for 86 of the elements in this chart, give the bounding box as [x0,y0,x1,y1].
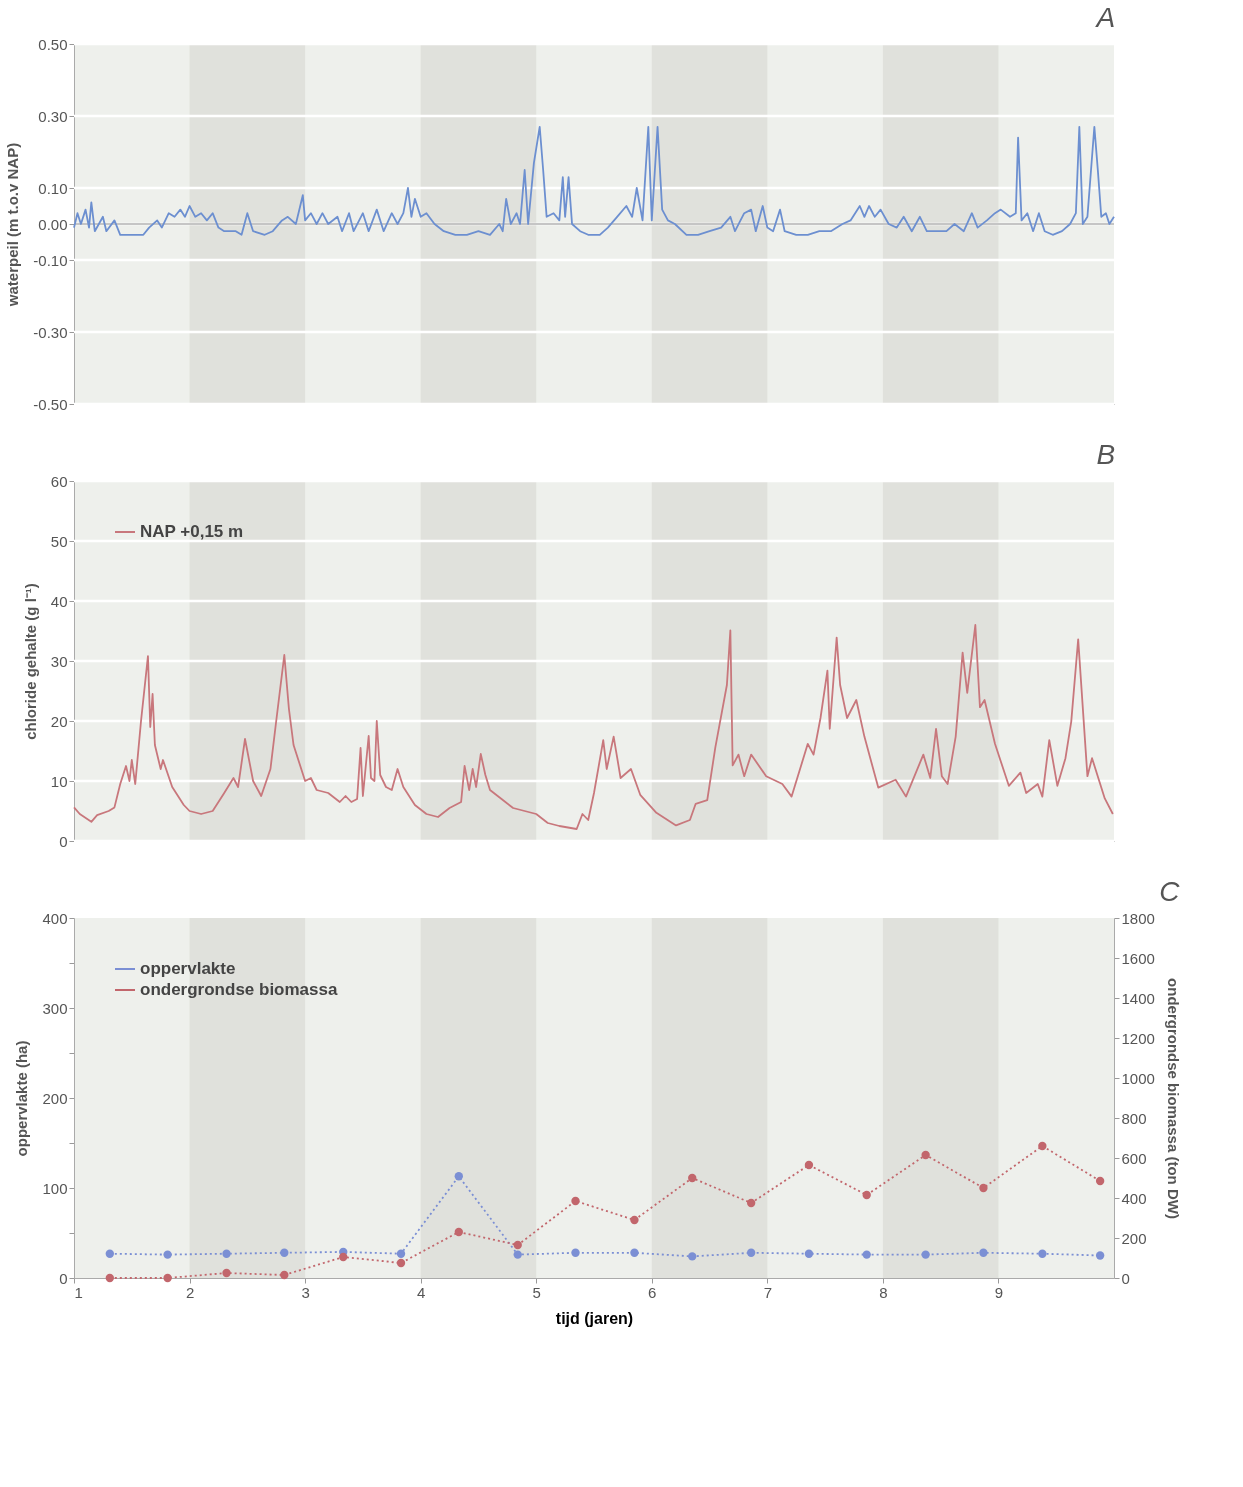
point [630,1215,639,1225]
y-tick-label: 400 [42,909,68,927]
point [688,1173,697,1183]
chart-title: C [1159,876,1181,907]
point [513,1250,522,1259]
point [979,1248,988,1257]
point [746,1198,756,1208]
point [979,1183,988,1193]
y-tick-label: 60 [50,472,68,490]
y-tick-label: 0.10 [38,179,68,197]
y2-tick-label: 800 [1121,1109,1147,1127]
y-tick-label: 50 [50,532,68,550]
y-tick-label: 100 [42,1179,68,1197]
point [280,1248,289,1257]
legend-label: oppervlakte [140,959,236,978]
x-tick-label: 8 [879,1283,888,1301]
y2-tick-label: 1600 [1121,949,1155,967]
y-tick-label: -0.10 [33,251,68,269]
point [396,1249,406,1258]
x-tick-label: 9 [994,1283,1004,1301]
point [630,1248,639,1257]
y2-tick-label: 1800 [1121,909,1155,927]
point [454,1172,463,1181]
point [1038,1141,1047,1151]
y-axis-title: waterpeil (m t.o.v NAP) [4,142,22,308]
chart-title: A [1094,2,1116,33]
x-tick-label: 3 [301,1283,310,1301]
y-tick-label: -0.30 [33,323,68,341]
point [921,1250,930,1259]
y2-tick-label: 1400 [1121,989,1155,1007]
point [862,1250,871,1259]
x-tick-label: 5 [532,1283,541,1301]
point [804,1249,814,1258]
point [746,1248,756,1257]
y2-tick-label: 0 [1121,1269,1130,1287]
y-tick-label: 0.30 [38,107,68,125]
y2-tick-label: 200 [1121,1229,1147,1247]
point [513,1240,522,1250]
legend-label: NAP +0,15 m [140,522,244,541]
point [1095,1251,1105,1260]
point [105,1249,115,1258]
x-tick-label: 4 [416,1283,426,1301]
line-series [73,125,1115,236]
point [688,1252,697,1261]
point [222,1268,231,1278]
chart-title: B [1096,439,1116,470]
y-tick-label: 0 [59,832,68,850]
y-tick-label: 0 [59,1269,68,1287]
x-tick-label: 2 [185,1283,195,1301]
point [222,1249,231,1258]
x-tick-label: 7 [763,1283,773,1301]
y2-tick-label: 1000 [1121,1069,1155,1087]
point [571,1248,580,1257]
point [571,1196,580,1206]
y-tick-label: 10 [50,772,68,790]
point [921,1150,930,1160]
point [1095,1176,1105,1186]
legend-label: ondergrondse biomassa [140,980,338,999]
y-tick-label: 20 [50,712,68,730]
y2-tick-label: 1200 [1121,1029,1155,1047]
y-axis-title: oppervlakte (ha) [13,1040,31,1157]
line-series [73,624,1114,830]
point [396,1258,406,1268]
y-tick-label: 40 [50,592,68,610]
y2-axis-title: ondergrondse biomassa (ton DW) [1164,978,1182,1219]
x-tick-label: 1 [74,1283,83,1301]
y-tick-label: -0.50 [33,395,68,413]
x-tick-label: 6 [648,1283,657,1301]
point [163,1273,172,1283]
point [1038,1249,1047,1258]
y2-tick-label: 400 [1121,1189,1147,1207]
point [105,1273,115,1283]
y2-tick-label: 600 [1121,1149,1147,1167]
y-tick-label: 200 [42,1089,68,1107]
y-axis-title: chloride gehalte (g l⁻¹) [21,583,39,740]
y-tick-label: 300 [42,999,68,1017]
point [804,1160,814,1170]
y-tick-label: 0.50 [38,35,68,53]
x-axis-title: tijd (jaren) [555,1309,634,1327]
point [280,1270,289,1280]
point [339,1252,348,1262]
point [862,1190,871,1200]
point [454,1227,463,1237]
y-tick-label: 30 [50,652,68,670]
point [163,1250,172,1259]
y-tick-label: 0.00 [38,215,68,233]
